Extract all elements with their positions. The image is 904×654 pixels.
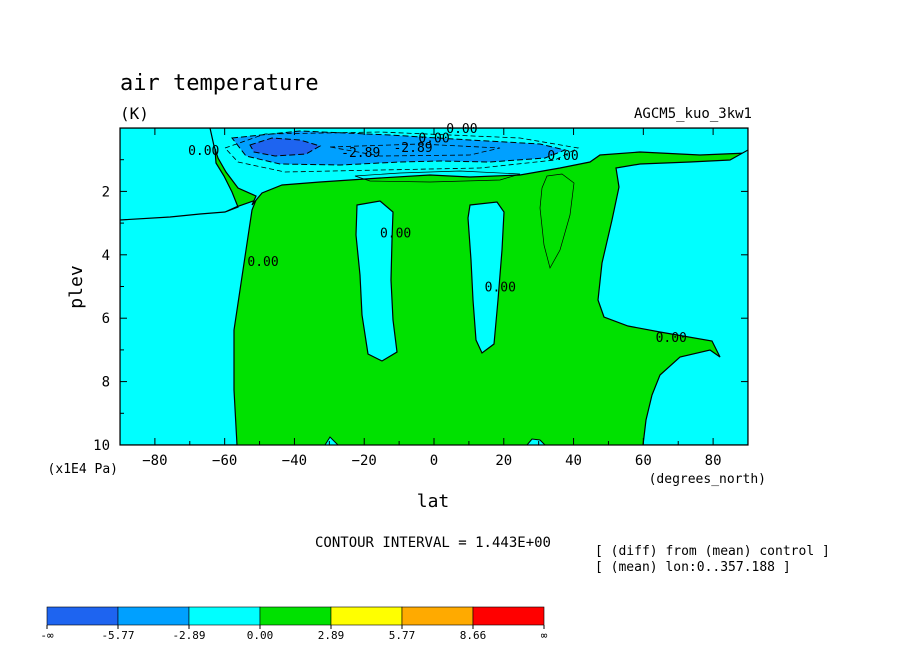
contour-label: 0.00 — [485, 281, 516, 296]
model-label: AGCM5_kuo_3kw1 — [634, 106, 752, 122]
chart-units: (K) — [120, 104, 149, 123]
y-axis: 2 4 6 8 10 — [93, 159, 748, 454]
x-tick-label: 80 — [705, 453, 722, 469]
colorbar: -∞ -5.77 -2.89 0.00 2.89 5.77 8.66 ∞ — [40, 606, 548, 642]
note-mean: [ (mean) lon:0..357.188 ] — [595, 560, 791, 575]
colorbar-label: ∞ — [541, 629, 548, 642]
contour-label: -2.89 — [393, 141, 432, 156]
contour-label: 0.00 — [547, 149, 578, 164]
negative-mid-region — [231, 130, 567, 166]
contour-label: 0.00 — [418, 132, 449, 147]
note-diff: [ (diff) from (mean) control ] — [595, 544, 830, 559]
negative-strong-core — [249, 137, 322, 157]
plot-area — [120, 128, 748, 445]
colorbar-label: -2.89 — [172, 629, 205, 642]
colorbar-swatch — [188, 606, 261, 626]
x-axis-units: (degrees_north) — [649, 472, 766, 487]
colorbar-label: 5.77 — [389, 629, 416, 642]
y-tick-label: 8 — [102, 375, 110, 391]
x-tick-label: −40 — [282, 453, 307, 469]
contour-label: -2.89 — [341, 146, 380, 161]
y-axis-label: plev — [66, 265, 87, 308]
colorbar-swatch — [259, 606, 332, 626]
x-tick-label: −20 — [352, 453, 377, 469]
x-tick-label: 60 — [635, 453, 652, 469]
x-tick-label: 20 — [495, 453, 512, 469]
colorbar-label: 2.89 — [318, 629, 345, 642]
contour-label: 0.00 — [188, 144, 219, 159]
colorbar-label: -5.77 — [101, 629, 134, 642]
x-tick-label: −80 — [142, 453, 167, 469]
x-tick-label: 0 — [430, 453, 438, 469]
y-tick-label: 4 — [102, 248, 110, 264]
negative-bump-1 — [324, 436, 339, 445]
colorbar-swatch — [46, 606, 119, 626]
x-tick-label: 40 — [565, 453, 582, 469]
colorbar-swatch — [117, 606, 190, 626]
negative-region-right — [597, 149, 748, 445]
contour-label: 0.00 — [446, 122, 477, 137]
x-tick-label: −60 — [212, 453, 237, 469]
negative-column-1 — [355, 200, 398, 362]
y-axis-units: (x1E4 Pa) — [48, 462, 118, 477]
y-tick-label: 10 — [93, 438, 110, 454]
colorbar-label: 0.00 — [247, 629, 274, 642]
positive-contour — [354, 170, 521, 183]
dashed-contour — [329, 143, 501, 157]
colorbar-swatch — [401, 606, 474, 626]
colorbar-label: -∞ — [40, 629, 54, 642]
colorbar-label: 8.66 — [460, 629, 487, 642]
x-axis-label: lat — [417, 491, 450, 512]
chart-title: air temperature — [120, 71, 319, 96]
contour-label: 0.00 — [247, 255, 278, 270]
positive-contour — [539, 173, 575, 269]
contour-label: 0.00 — [380, 227, 411, 242]
colorbar-swatch — [330, 606, 403, 626]
y-tick-label: 2 — [102, 184, 110, 200]
negative-bump-2 — [526, 438, 546, 445]
colorbar-swatch — [472, 606, 545, 626]
contour-interval: CONTOUR INTERVAL = 1.443E+00 — [315, 535, 551, 551]
negative-column-2 — [467, 201, 505, 354]
y-tick-label: 6 — [102, 311, 110, 327]
contour-label: 0.00 — [656, 331, 687, 346]
dashed-contour — [224, 131, 580, 173]
x-axis: −80 −60 −40 −20 0 20 40 60 80 — [119, 128, 749, 469]
contour-labels: 0.00 -2.89 -2.890.000.000.000.000.000.000.… — [188, 122, 687, 346]
